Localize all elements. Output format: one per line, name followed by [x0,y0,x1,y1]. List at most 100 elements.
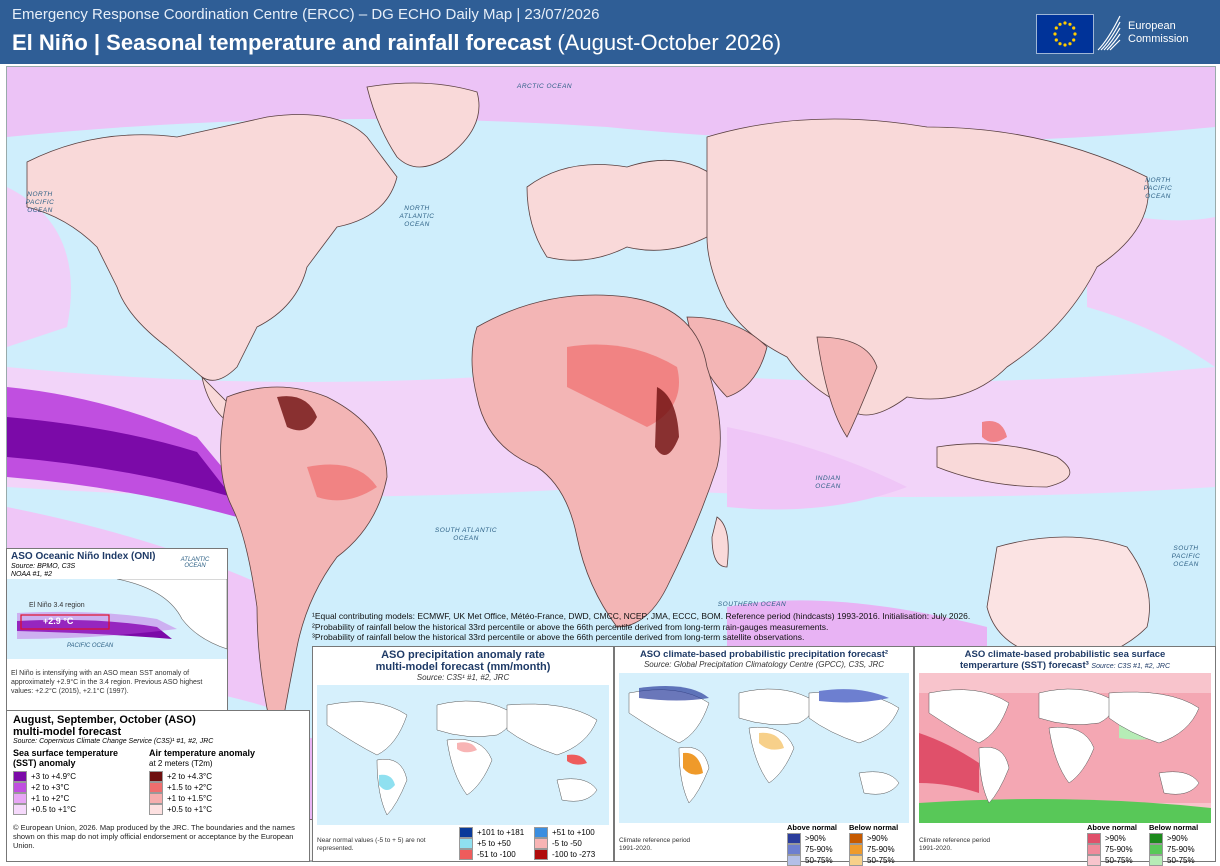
ocean-label-north-pacific-west: NORTH PACIFIC OCEAN [25,191,55,214]
map-subtitle: Emergency Response Coordination Centre (… [12,6,600,23]
ocean-label-southern: SOUTHERN OCEAN [717,601,787,608]
indonesia [936,443,1071,488]
sst-legend-swatch [13,782,27,793]
ocean-label-north-pacific-east: NORTH PACIFIC OCEAN [1143,177,1173,200]
precip-legend-label: -5 to -50 [552,839,582,848]
air-legend-swatch [149,804,163,815]
gpcc-below-legend: >90% 75-90% 50-75% [849,833,895,866]
sst-prob-below-item: 75-90% [1149,844,1195,855]
precip-legend-item: +51 to +100 [534,827,609,838]
gpcc-above-item: 75-90% [787,844,833,855]
gpcc-above-label: 50-75% [805,856,833,865]
sst-prob-below-swatch [1149,855,1163,866]
air-legend-swatch [149,793,163,804]
sst-prob-above-label: Above normal [1087,823,1138,832]
sst-prob-title-1: ASO climate-based probabilistic sea surf… [964,649,1166,660]
oni-description: El Niño is intensifying with an ASO mean… [11,670,203,695]
air-legend-item: +2 to +4.3°C [149,771,212,782]
gpcc-below-label: >90% [867,834,888,843]
map-title: El Niño | Seasonal temperature and rainf… [12,30,781,56]
legend-air-subtitle: at 2 meters (T2m) [149,759,213,768]
precip-legend-item: +5 to +50 [459,838,534,849]
gpcc-map [619,673,909,823]
sst-prob-above-swatch [1087,833,1101,844]
gpcc-below-label: 75-90% [867,845,895,854]
precip-legend-item: -51 to -100 [459,849,534,860]
sst-legend-label: +3 to +4.9°C [31,772,77,781]
sst-prob-above-legend: >90% 75-90% 50-75% [1087,833,1133,866]
gpcc-below-item: 75-90% [849,844,895,855]
precip-legend-label: +5 to +50 [477,839,511,848]
precip-legend-swatch [534,838,548,849]
legend-title-1: August, September, October (ASO) [13,714,196,726]
oni-source-1: Source: BPMO, C3S [11,563,76,570]
sst-prob-above-swatch [1087,855,1101,866]
air-legend-item: +0.5 to +1°C [149,804,212,815]
legend-sst-title: Sea surface temperature (SST) anomaly [13,748,119,768]
sst-legend-label: +2 to +3°C [31,783,70,792]
sst-prob-below-item: >90% [1149,833,1195,844]
ocean-label-arctic: ARCTIC OCEAN [517,83,573,90]
air-legend-label: +2 to +4.3°C [167,772,213,781]
sst-legend-item: +3 to +4.9°C [13,771,76,782]
air-legend-item: +1.5 to +2°C [149,782,212,793]
air-legend-list: +2 to +4.3°C +1.5 to +2°C +1 to +1.5°C +0.5… [149,771,212,815]
footnotes: ¹Equal contributing models: ECMWF, UK Me… [312,611,1072,643]
oni-panel: ASO Oceanic Niño Index (ONI) Source: BPM… [6,548,228,712]
gpcc-above-label: >90% [805,834,826,843]
sst-legend-swatch [13,793,27,804]
sst-legend-item: +2 to +3°C [13,782,76,793]
gpcc-above-item: 50-75% [787,855,833,866]
oni-region-label: El Niño 3.4 region [29,602,85,609]
gpcc-above-swatch [787,844,801,855]
sst-legend-item: +1 to +2°C [13,793,76,804]
precip-title-2: multi-model forecast (mm/month) [375,661,551,673]
air-legend-swatch [149,771,163,782]
oni-value: +2.9 °C [43,616,74,626]
sst-prob-below-swatch [1149,833,1163,844]
precip-legend-label: +51 to +100 [552,828,595,837]
precip-legend-item: -5 to -50 [534,838,609,849]
sst-prob-below-legend: >90% 75-90% 50-75% [1149,833,1195,866]
precip-legend-label: -100 to -273 [552,850,596,859]
air-hotspot-amazon [277,396,317,431]
sst-legend-swatch [13,771,27,782]
gpcc-below-label: 50-75% [867,856,895,865]
gpcc-source: Source: Global Precipitation Climatology… [643,660,885,669]
precip-legend-item: +101 to +181 [459,827,534,838]
gpcc-above-label: Above normal [787,823,838,832]
sst-prob-title-2: temperarture (SST) forecast³ Source: C3S… [959,660,1171,671]
air-hotspot-brazil [307,464,377,501]
precip-legend-swatch [459,849,473,860]
europe [526,159,728,261]
precip-anomaly-inset: ASO precipitation anomaly rate multi-mod… [312,646,614,862]
sst-prob-below-label: 75-90% [1167,845,1195,854]
footnote-1: ¹Equal contributing models: ECMWF, UK Me… [312,611,971,621]
sst-legend-list: +3 to +4.9°C +2 to +3°C +1 to +2°C +0.5 to … [13,771,76,815]
footnote-2: ²Probability of rainfall below the histo… [312,621,829,632]
sst-prob-above-item: >90% [1087,833,1133,844]
precip-source: Source: C3S¹ #1, #2, JRC [416,673,510,682]
gpcc-below-swatch [849,833,863,844]
european-commission-logo: European Commission [1036,10,1206,56]
sst-prob-above-item: 75-90% [1087,844,1133,855]
gpcc-above-legend: >90% 75-90% 50-75% [787,833,833,866]
gpcc-title: ASO climate-based probabilistic precipit… [639,649,889,660]
eu-flag-icon [1036,14,1094,54]
precip-legend-swatch [459,827,473,838]
precip-legend-label: +101 to +181 [477,828,525,837]
north-america [26,114,398,381]
copyright-text: © European Union, 2026. Map produced by … [13,823,295,850]
air-hotspot-east-africa [655,387,679,455]
precip-map [317,685,609,825]
sst-prob-above-item: 50-75% [1087,855,1133,866]
air-legend-item: +1 to +1.5°C [149,793,212,804]
precip-legend-label: -51 to -100 [477,850,516,859]
oni-map [7,579,227,659]
gpcc-below-swatch [849,855,863,866]
sst-prob-source: Source: C3S #1, #2, JRC [1091,663,1171,670]
madagascar [711,516,729,568]
precip-title-1: ASO precipitation anomaly rate [381,649,545,661]
sst-prob-below-label: 50-75% [1167,856,1195,865]
air-legend-label: +1 to +1.5°C [167,794,213,803]
